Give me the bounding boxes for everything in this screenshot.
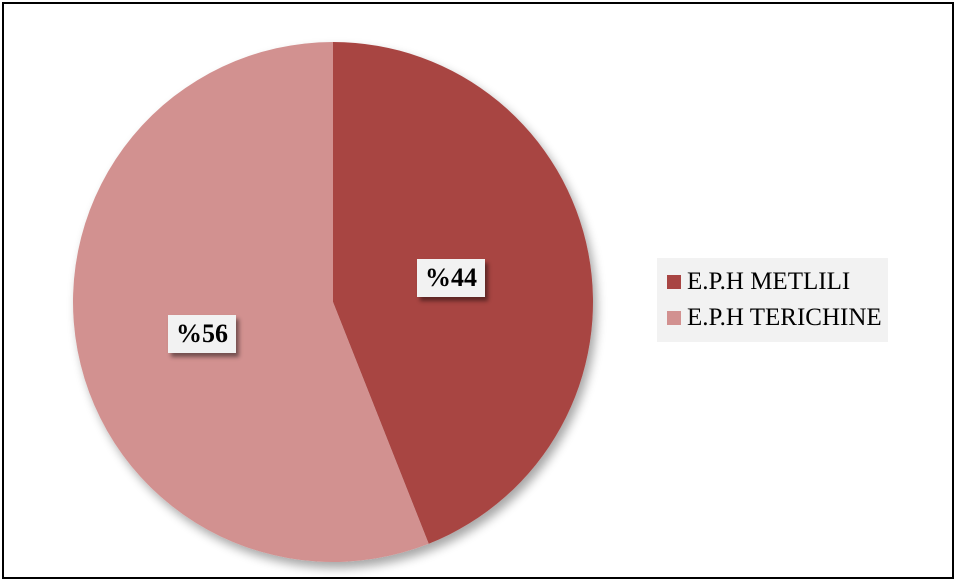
data-label-metlili: %44 (417, 259, 485, 297)
legend-swatch-terichine (667, 311, 681, 325)
legend-label-terichine: E.P.H TERICHINE (687, 304, 882, 331)
legend-item-terichine: E.P.H TERICHINE (667, 300, 882, 336)
pie-slice-terichine (73, 42, 429, 562)
legend-item-metlili: E.P.H METLILI (667, 264, 882, 300)
data-label-terichine: %56 (168, 315, 236, 353)
legend: E.P.H METLILI E.P.H TERICHINE (657, 258, 888, 342)
legend-swatch-metlili (667, 275, 681, 289)
legend-label-metlili: E.P.H METLILI (687, 268, 851, 295)
